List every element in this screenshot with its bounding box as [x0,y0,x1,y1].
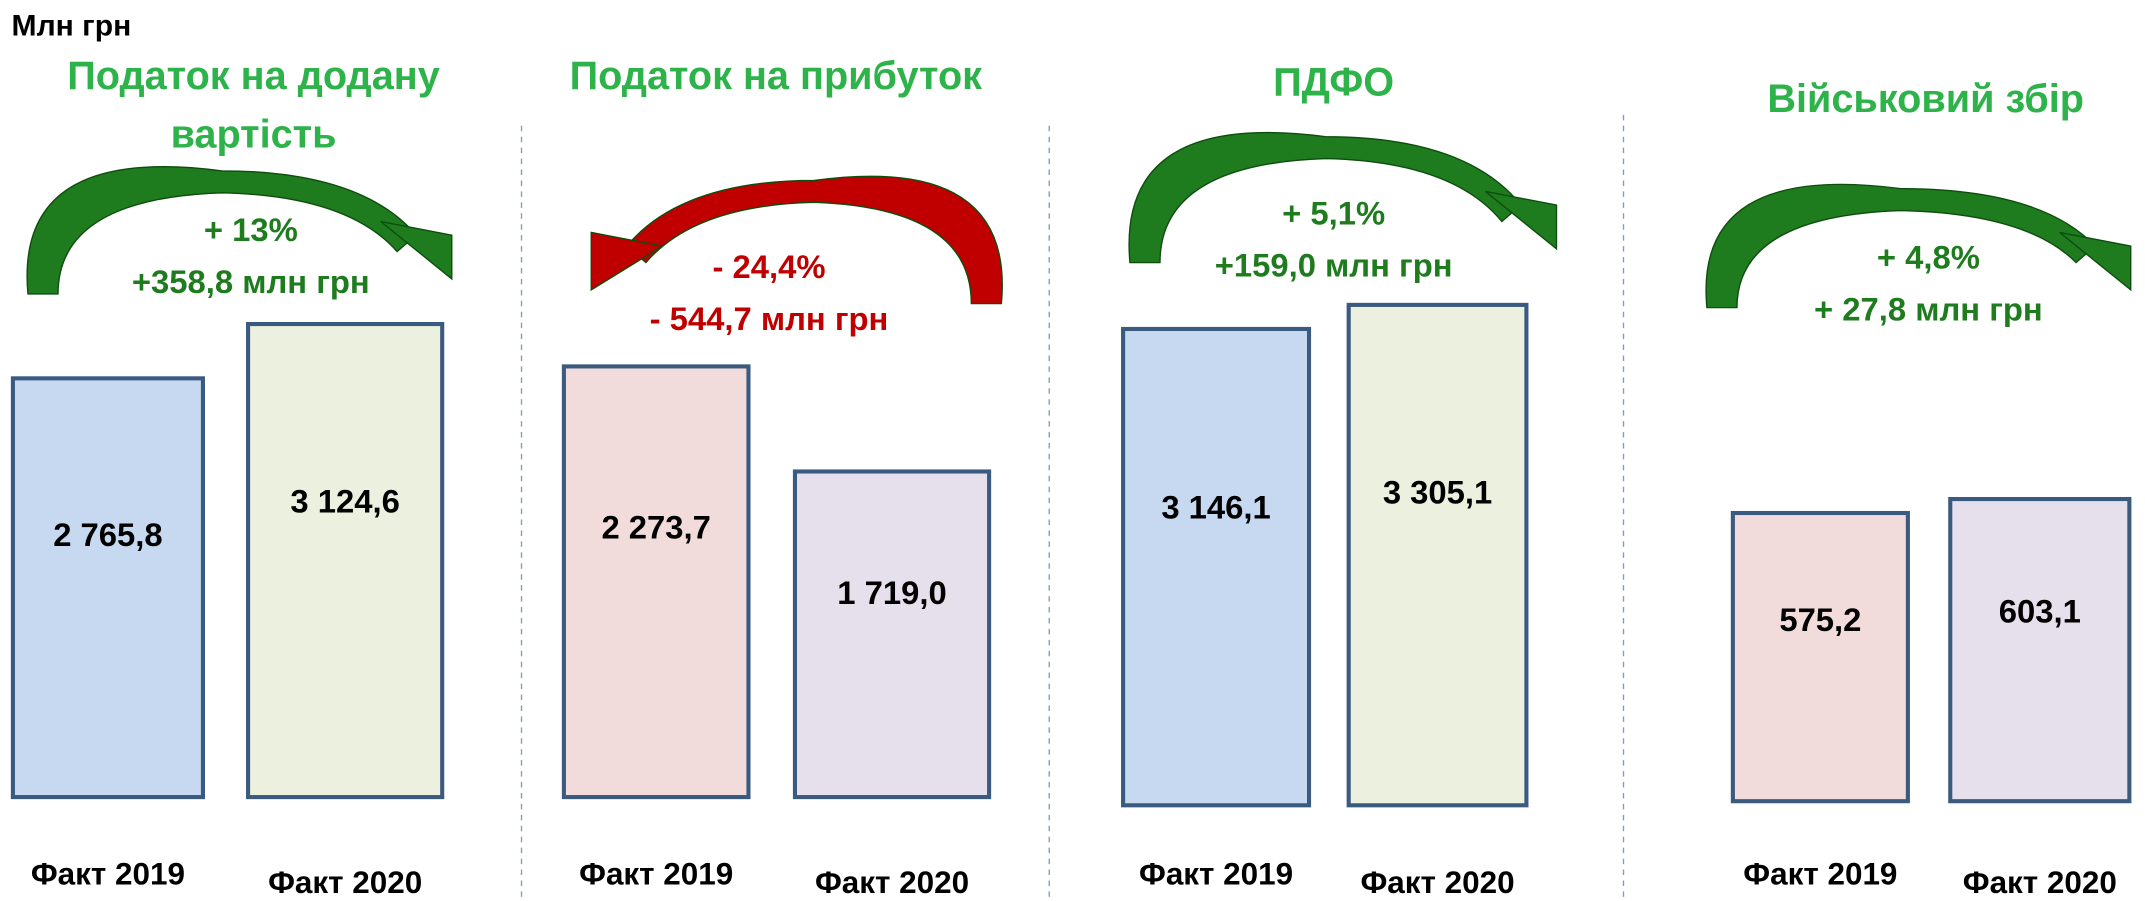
change-annotation: + 13% [204,211,298,248]
value-label: 603,1 [1999,593,2081,630]
bar [1346,302,1529,808]
value-label: 2 765,8 [53,516,162,553]
chart-title-box: ПДФО [1273,61,1395,106]
change-annotation: + 4,8% [1877,238,1980,275]
category-label: Факт 2019 [31,857,185,892]
change-annotation: + 27,8 млн грн [1814,290,2043,327]
trend-arrow-head [2059,231,2132,292]
bar [792,469,992,800]
bar [246,321,445,800]
value-label: 3 305,1 [1383,474,1492,511]
chart-title-box: Податок на додану вартість [67,54,440,158]
trend-arrow-head [380,220,453,281]
chart-title: ПДФО [1273,61,1395,106]
value-label: 2 273,7 [601,509,710,546]
category-label: Факт 2020 [1360,865,1514,900]
value-label: 3 124,6 [290,482,399,519]
chart-title: Податок на додану вартість [67,54,440,158]
category-label: Факт 2019 [1743,857,1897,892]
value-label: 1 719,0 [837,574,946,611]
value-label: 3 146,1 [1161,489,1270,526]
change-annotation: - 24,4% [712,248,825,285]
category-label: Факт 2020 [1963,865,2117,900]
chart-title: Військовий збір [1767,77,2084,122]
change-annotation: + 5,1% [1282,195,1385,232]
category-label: Факт 2020 [815,865,969,900]
category-label: Факт 2019 [579,857,733,892]
bar [1948,496,2132,804]
chart-title: Податок на прибуток [569,54,983,99]
category-label: Факт 2019 [1139,857,1293,892]
bar [1121,326,1312,808]
category-label: Факт 2020 [268,865,422,900]
chart-title-box: Податок на прибуток [569,54,983,99]
change-annotation: +358,8 млн грн [132,263,370,300]
bar [1730,510,1910,804]
bar [561,364,751,800]
chart-title-box: Військовий збір [1767,77,2084,122]
unit-label: Млн грн [12,9,132,42]
bar [10,376,205,800]
change-annotation: +159,0 млн грн [1215,247,1453,284]
trend-arrow-head [1484,190,1558,251]
change-annotation: - 544,7 млн грн [650,300,889,337]
trend-arrow-head [590,231,665,292]
value-label: 575,2 [1779,601,1861,638]
